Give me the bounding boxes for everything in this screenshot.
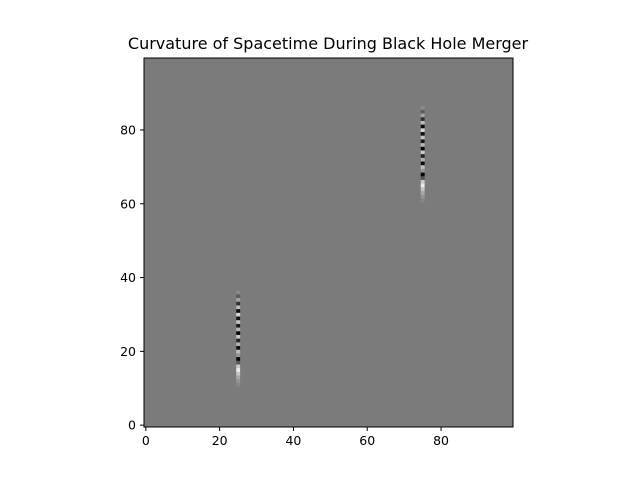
heatmap-cell bbox=[236, 382, 241, 387]
heatmap-cell bbox=[236, 331, 241, 335]
heatmap-cell bbox=[236, 360, 241, 365]
heatmap-cell bbox=[236, 342, 241, 347]
x-axis: 0 20 40 60 80 bbox=[142, 427, 449, 448]
heatmap-cell bbox=[420, 187, 425, 192]
chart-title: Curvature of Spacetime During Black Hole… bbox=[128, 34, 529, 53]
heatmap-cell bbox=[236, 379, 241, 383]
heatmap-cell bbox=[236, 338, 241, 343]
heatmap-cell bbox=[236, 323, 241, 328]
y-tick-label: 0 bbox=[128, 418, 136, 433]
heatmap-cell bbox=[420, 131, 425, 136]
plot-area bbox=[143, 57, 514, 428]
heatmap-cell bbox=[236, 308, 241, 313]
heatmap-cell bbox=[236, 305, 241, 310]
heatmap-cell bbox=[420, 168, 425, 173]
heatmap-cell bbox=[420, 124, 425, 129]
heatmap-cell bbox=[420, 135, 425, 140]
heatmap-cell bbox=[236, 349, 241, 354]
x-tick-label: 60 bbox=[359, 433, 375, 448]
y-tick-label: 60 bbox=[120, 196, 136, 211]
y-axis: 0 20 40 60 80 bbox=[120, 122, 144, 433]
heatmap-cell bbox=[420, 179, 425, 184]
heatmap-cell bbox=[236, 364, 241, 369]
heatmap-cell bbox=[420, 194, 425, 199]
heatmap-features bbox=[236, 105, 425, 387]
heatmap-cell bbox=[420, 153, 425, 158]
heatmap-cell bbox=[420, 176, 425, 180]
heatmap-cell bbox=[420, 109, 425, 114]
heatmap-cell bbox=[236, 345, 241, 350]
plot-frame bbox=[143, 57, 514, 428]
heatmap-cell bbox=[420, 117, 425, 121]
y-tick-label: 80 bbox=[120, 122, 136, 137]
x-tick-label: 80 bbox=[433, 433, 449, 448]
heatmap-cell bbox=[420, 190, 425, 195]
heatmap-cell bbox=[236, 312, 241, 317]
heatmap-cell bbox=[236, 375, 241, 380]
x-tick-label: 20 bbox=[212, 433, 228, 448]
heatmap-cell bbox=[420, 183, 425, 188]
heatmap-cell bbox=[420, 146, 425, 151]
heatmap-cell bbox=[420, 157, 425, 162]
heatmap-cell bbox=[420, 139, 425, 144]
heatmap-cell bbox=[236, 290, 241, 295]
heatmap-cell bbox=[236, 367, 241, 372]
heatmap-cell bbox=[236, 356, 241, 361]
heatmap-cell bbox=[236, 334, 241, 339]
heatmap-cell bbox=[420, 105, 425, 110]
heatmap-cell bbox=[236, 316, 241, 321]
x-tick-label: 40 bbox=[285, 433, 301, 448]
x-tick-label: 0 bbox=[142, 433, 150, 448]
y-tick-label: 40 bbox=[120, 270, 136, 285]
heatmap-cell bbox=[236, 301, 241, 306]
heatmap-cell bbox=[420, 161, 425, 166]
y-tick-label: 20 bbox=[120, 344, 136, 359]
heatmap-cell bbox=[420, 150, 425, 155]
heatmap-cell bbox=[420, 113, 425, 118]
heatmap-cell bbox=[420, 128, 425, 132]
heatmap-cell bbox=[236, 297, 241, 302]
heatmap-cell bbox=[420, 172, 425, 177]
heatmap-cell bbox=[420, 198, 425, 203]
heatmap-background bbox=[144, 58, 513, 427]
heatmap-cell bbox=[420, 165, 425, 169]
heatmap-cell bbox=[236, 353, 241, 358]
heatmap-cell bbox=[420, 142, 425, 147]
heatmap-cell bbox=[236, 319, 241, 324]
heatmap-cell bbox=[420, 120, 425, 125]
heatmap-cell bbox=[236, 294, 241, 299]
heatmap-cell bbox=[236, 327, 241, 332]
heatmap-cell bbox=[236, 371, 241, 376]
